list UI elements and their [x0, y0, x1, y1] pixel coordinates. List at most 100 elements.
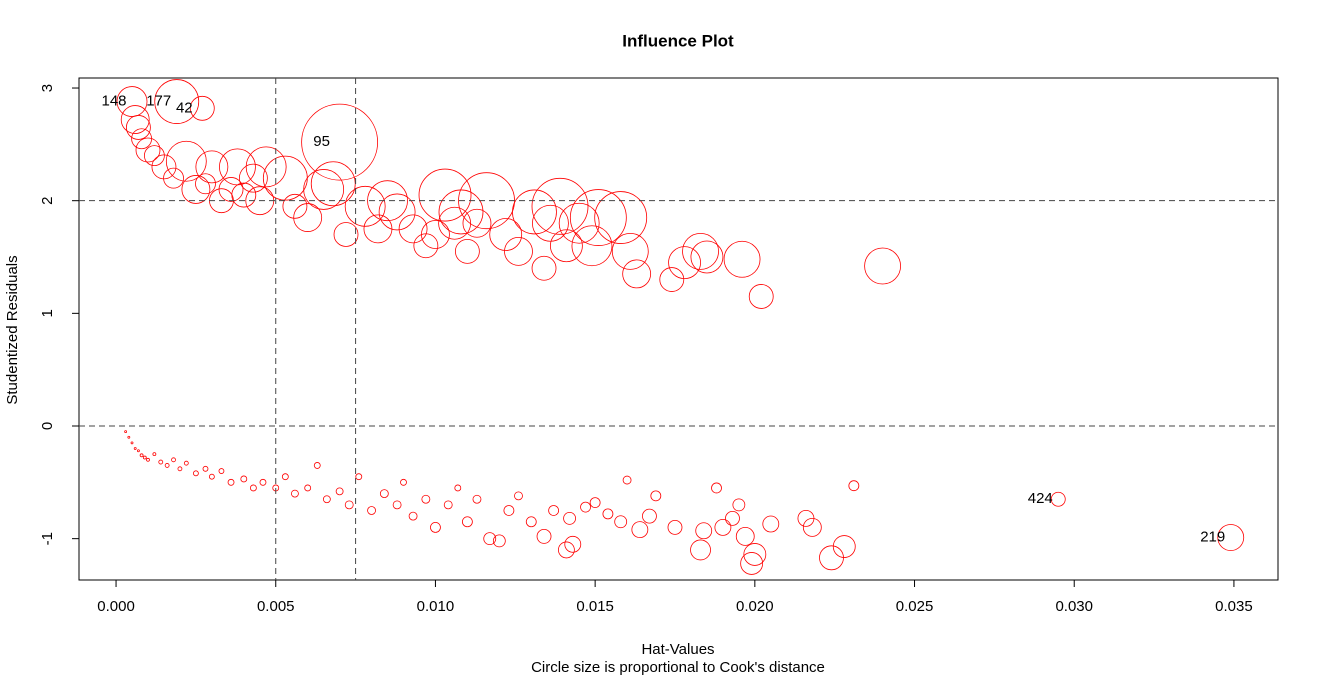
bubble	[400, 478, 407, 486]
bubble	[333, 222, 359, 247]
bubble	[589, 497, 601, 509]
bubble	[208, 473, 215, 480]
bubble	[1217, 524, 1245, 551]
bubble	[659, 267, 685, 292]
bubble	[418, 168, 472, 222]
point-label: 219	[1200, 528, 1225, 545]
bubble	[146, 457, 150, 462]
bubble	[714, 518, 732, 536]
bubble	[344, 185, 386, 227]
bubble	[848, 480, 860, 492]
x-tick-label: 0.025	[896, 598, 934, 615]
bubble	[310, 161, 356, 207]
bubble	[291, 489, 299, 498]
bubble	[202, 465, 209, 472]
bubble	[611, 232, 649, 270]
bubble	[164, 463, 170, 468]
bubble	[171, 457, 176, 463]
bubble	[133, 447, 137, 450]
bubble	[245, 146, 287, 188]
bubble	[532, 204, 569, 242]
plot-frame	[78, 77, 1279, 581]
bubble	[163, 167, 184, 189]
bubble	[367, 506, 376, 515]
bubble	[158, 459, 164, 465]
bubble	[227, 478, 235, 486]
bubble	[127, 435, 131, 439]
bubble	[392, 500, 402, 510]
bubble	[142, 455, 147, 460]
bubble	[413, 233, 439, 259]
bubble	[454, 238, 480, 264]
bubble	[740, 552, 764, 575]
bubble	[430, 521, 441, 533]
bubble	[622, 259, 652, 289]
bubble	[116, 86, 148, 117]
x-tick-label: 0.000	[97, 598, 135, 615]
bubble	[558, 202, 600, 244]
x-axis-label: Hat-Values	[641, 641, 714, 658]
bubble	[301, 103, 379, 181]
bubble	[398, 214, 428, 244]
bubble	[531, 255, 557, 281]
bubble	[571, 225, 613, 267]
bubble	[711, 482, 722, 494]
bubble	[367, 180, 408, 222]
bubble	[313, 462, 321, 469]
bubble	[152, 452, 157, 457]
bubble	[249, 484, 257, 492]
bubble	[378, 193, 416, 231]
point-label: 95	[313, 133, 330, 150]
bubble	[622, 475, 632, 485]
bubble	[668, 246, 701, 280]
bubble	[177, 466, 183, 472]
bubble	[667, 519, 683, 535]
bubble	[304, 484, 312, 492]
bubble	[594, 191, 648, 244]
bubble	[130, 441, 134, 445]
x-tick-label: 0.005	[257, 598, 295, 615]
bubble	[569, 189, 627, 246]
bubble	[525, 516, 537, 528]
bubble	[602, 508, 614, 520]
bubble	[489, 218, 523, 251]
point-label: 424	[1028, 490, 1053, 507]
bubble	[443, 500, 453, 510]
bubble	[344, 500, 354, 510]
bubble	[631, 521, 649, 539]
point-label: 177	[146, 93, 171, 110]
bubble	[819, 545, 844, 571]
y-tick-label: 2	[39, 197, 56, 205]
y-tick-label: -1	[39, 532, 56, 545]
bubble	[725, 510, 740, 526]
bubble	[690, 240, 724, 274]
bubble	[335, 487, 344, 496]
y-tick-label: 0	[39, 422, 56, 430]
bubble	[355, 473, 363, 481]
bubble	[218, 177, 244, 202]
bubble	[454, 484, 462, 492]
bubble	[458, 172, 515, 230]
bubble	[650, 490, 662, 502]
bubble	[642, 508, 657, 524]
bubble	[580, 501, 591, 513]
y-tick-label: 3	[39, 84, 56, 92]
bubble	[120, 105, 150, 134]
bubble	[748, 284, 774, 309]
x-tick-label: 0.020	[736, 598, 774, 615]
bubble	[549, 229, 583, 263]
bubble	[165, 140, 207, 182]
chart-title: Influence Plot	[622, 31, 734, 50]
bubble	[240, 475, 248, 483]
bubble	[492, 534, 506, 548]
bubble	[743, 543, 767, 566]
bubble	[695, 522, 713, 540]
bubble	[363, 214, 393, 244]
bubble	[512, 189, 557, 235]
x-tick-label: 0.010	[417, 598, 455, 615]
bubble	[322, 495, 331, 504]
bubble	[238, 163, 268, 193]
bubble	[614, 515, 628, 529]
x-tick-label: 0.035	[1215, 598, 1253, 615]
